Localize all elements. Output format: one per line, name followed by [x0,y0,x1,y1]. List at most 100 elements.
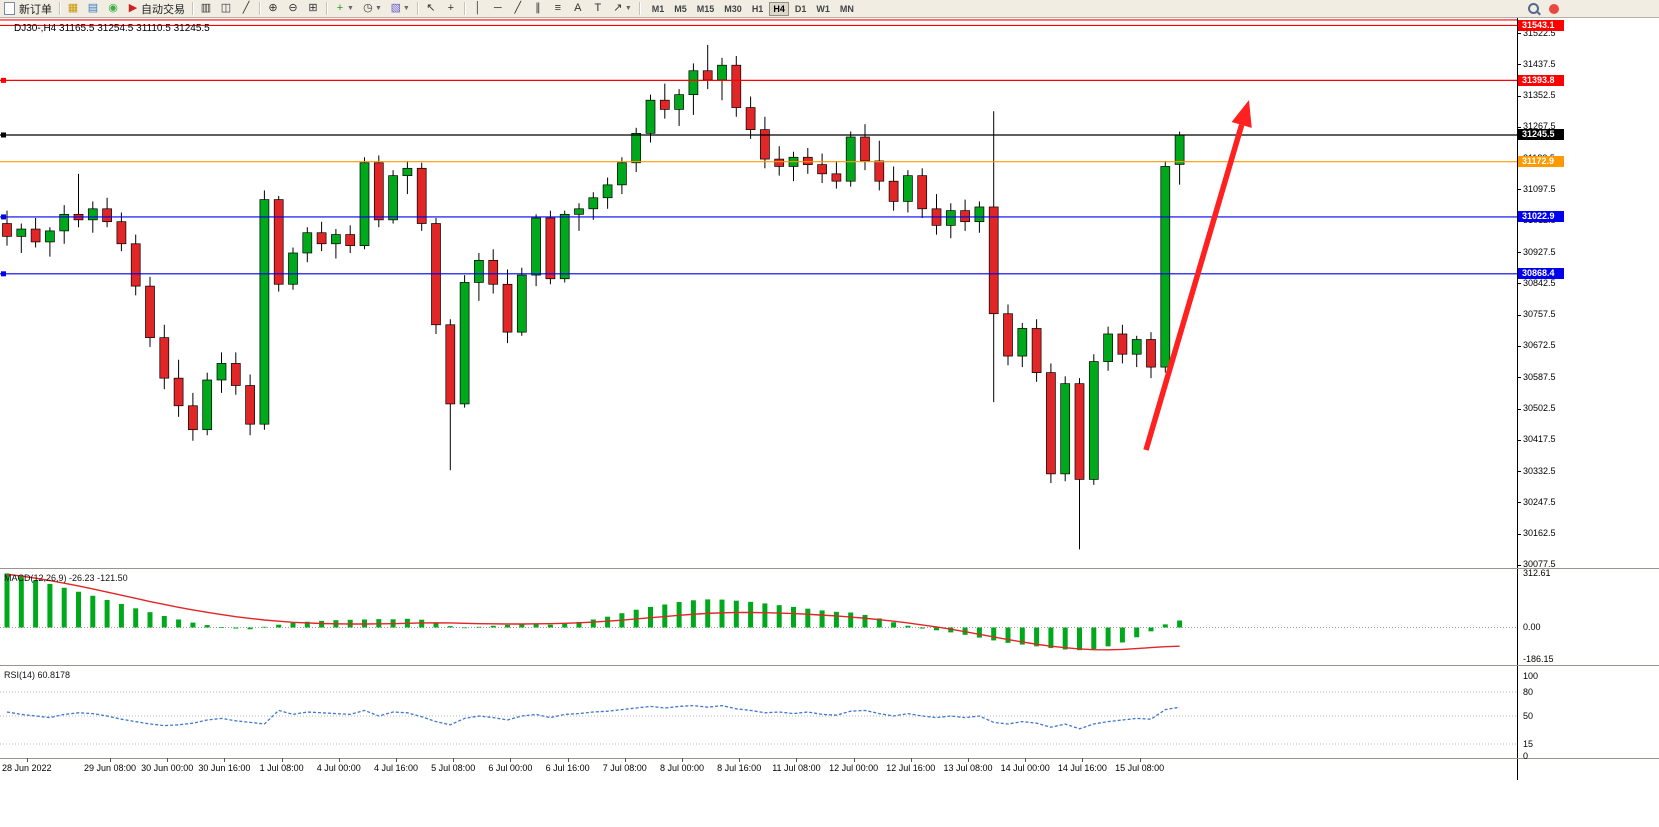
text-icon[interactable]: A [569,1,587,16]
candle-up [259,199,270,425]
macd-histogram-bar [762,603,768,628]
macd-histogram-bar [733,600,739,628]
candlestick-chart-icon[interactable]: ◫ [217,1,235,16]
zoom-out-icon[interactable]: ⊖ [284,1,302,16]
notification-badge[interactable] [1549,3,1559,14]
line-chart-icon[interactable]: ╱ [237,1,255,16]
axis-tick [1518,33,1521,34]
time-axis-label: 15 Jul 08:00 [1115,763,1165,773]
auto-trading-button[interactable]: ▶ 自动交易 [124,1,188,16]
timeframe-w1[interactable]: W1 [816,3,830,14]
price-axis-label: 30417.5 [1523,434,1556,445]
axis-tick [1518,314,1521,316]
time-axis-tick [510,758,512,762]
vertical-line-icon[interactable]: │ [469,1,487,16]
timeframe-m15[interactable]: M15 [696,3,715,14]
price-axis-label: 30332.5 [1523,465,1556,476]
fibonacci-icon[interactable]: ≡ [549,1,567,16]
candle-up [617,162,627,186]
macd-histogram-bar [219,627,224,628]
time-axis-label: 1 Jul 08:00 [259,763,304,773]
macd-histogram-bar [590,619,596,628]
macd-histogram-bar [991,627,997,641]
macd-histogram-bar [476,626,482,628]
toolbar-separator [416,2,418,15]
time-axis-label: 12 Jul 00:00 [829,763,879,773]
panel-separator[interactable] [0,568,1659,569]
horizontal-line-icon[interactable]: ─ [489,1,507,16]
axis-tick [1518,189,1521,191]
candle-down [702,70,713,81]
cursor-icon[interactable]: ↖ [422,1,440,16]
time-axis-label: 8 Jul 16:00 [717,763,762,773]
line-handle[interactable] [1,214,6,220]
macd-panel[interactable] [0,569,1517,665]
candle-up [288,252,298,285]
timeframe-m30[interactable]: M30 [724,3,742,14]
macd-histogram-bar [61,587,67,628]
market-watch-icon[interactable]: ▦ [64,1,82,16]
main-chart[interactable] [0,17,1517,568]
templates-icon: ▧ [390,2,402,14]
timeframe-d1[interactable]: D1 [794,3,807,14]
macd-histogram-bar [290,622,296,628]
timeframe-mn[interactable]: MN [839,3,854,14]
line-handle[interactable] [1,77,6,83]
rsi-panel[interactable] [0,666,1517,758]
trend-arrow-head[interactable] [1231,100,1252,128]
timeframe-h4[interactable]: H4 [769,1,789,16]
chart-window-icon[interactable]: ▤ [84,1,102,16]
candle-up [845,136,856,182]
trendline-icon[interactable]: ╱ [509,1,527,16]
bar-chart-icon[interactable]: ▥ [197,1,215,16]
macd-histogram-bar [791,606,796,628]
label-icon[interactable]: T [589,1,607,16]
axis-tick [1518,95,1521,97]
templates-icon[interactable]: ▧ ▼ [387,1,413,16]
axis-tick [1518,533,1521,535]
timeframe-m5[interactable]: M5 [674,3,687,14]
time-axis-tick [281,758,283,762]
crosshair-icon[interactable]: + [442,1,460,16]
search-icon[interactable] [1528,3,1539,14]
timeframe-m1[interactable]: M1 [651,3,665,14]
candle-up [1131,339,1142,355]
time-axis-tick [396,758,397,762]
candle-up [602,184,613,199]
channel-icon[interactable]: ∥ [529,1,547,16]
panel-separator[interactable] [0,758,1659,759]
macd-histogram-bar [805,608,811,628]
sound-alert-icon[interactable]: ◉ [104,1,122,16]
time-axis-tick [567,758,569,762]
panel-separator[interactable] [0,665,1659,666]
trend-arrow[interactable] [1143,124,1245,451]
time-axis-label: 4 Jul 00:00 [316,763,361,773]
tile-windows-icon[interactable]: ⊞ [304,1,322,16]
macd-histogram-bar [490,625,496,628]
timeframe-h1[interactable]: H1 [751,3,764,14]
time-axis-tick [853,758,855,762]
line-handle[interactable] [1,271,6,277]
zoom-in-icon[interactable]: ⊕ [264,1,282,16]
macd-histogram-bar [876,618,882,628]
macd-histogram-bar [1019,627,1025,645]
new-order-button[interactable]: 新订单 [1,1,55,16]
arrows-icon[interactable]: ↗ ▼ [609,1,635,16]
time-axis-tick [453,758,455,762]
macd-histogram-bar [1105,627,1111,647]
periods-icon[interactable]: ◷ ▼ [359,1,385,16]
chart-title: DJ30-,H4 31165.5 31254.5 31110.5 31245.5 [14,23,210,34]
macd-histogram-bar [1134,627,1140,638]
macd-histogram-bar [47,583,53,628]
toolbar-separator [638,2,640,15]
time-axis-tick [110,758,111,762]
candle-down [760,129,770,160]
indicators-icon[interactable]: + ▼ [331,1,357,16]
line-handle[interactable] [1,132,6,138]
rsi-axis-label: 0 [1523,750,1529,761]
candle-down [731,64,742,108]
macd-histogram-bar [1119,627,1125,643]
time-axis-label: 14 Jul 16:00 [1057,763,1107,773]
chart-ohlc-values: 31165.5 31254.5 31110.5 31245.5 [59,23,210,34]
time-axis-label: 12 Jul 16:00 [886,763,936,773]
